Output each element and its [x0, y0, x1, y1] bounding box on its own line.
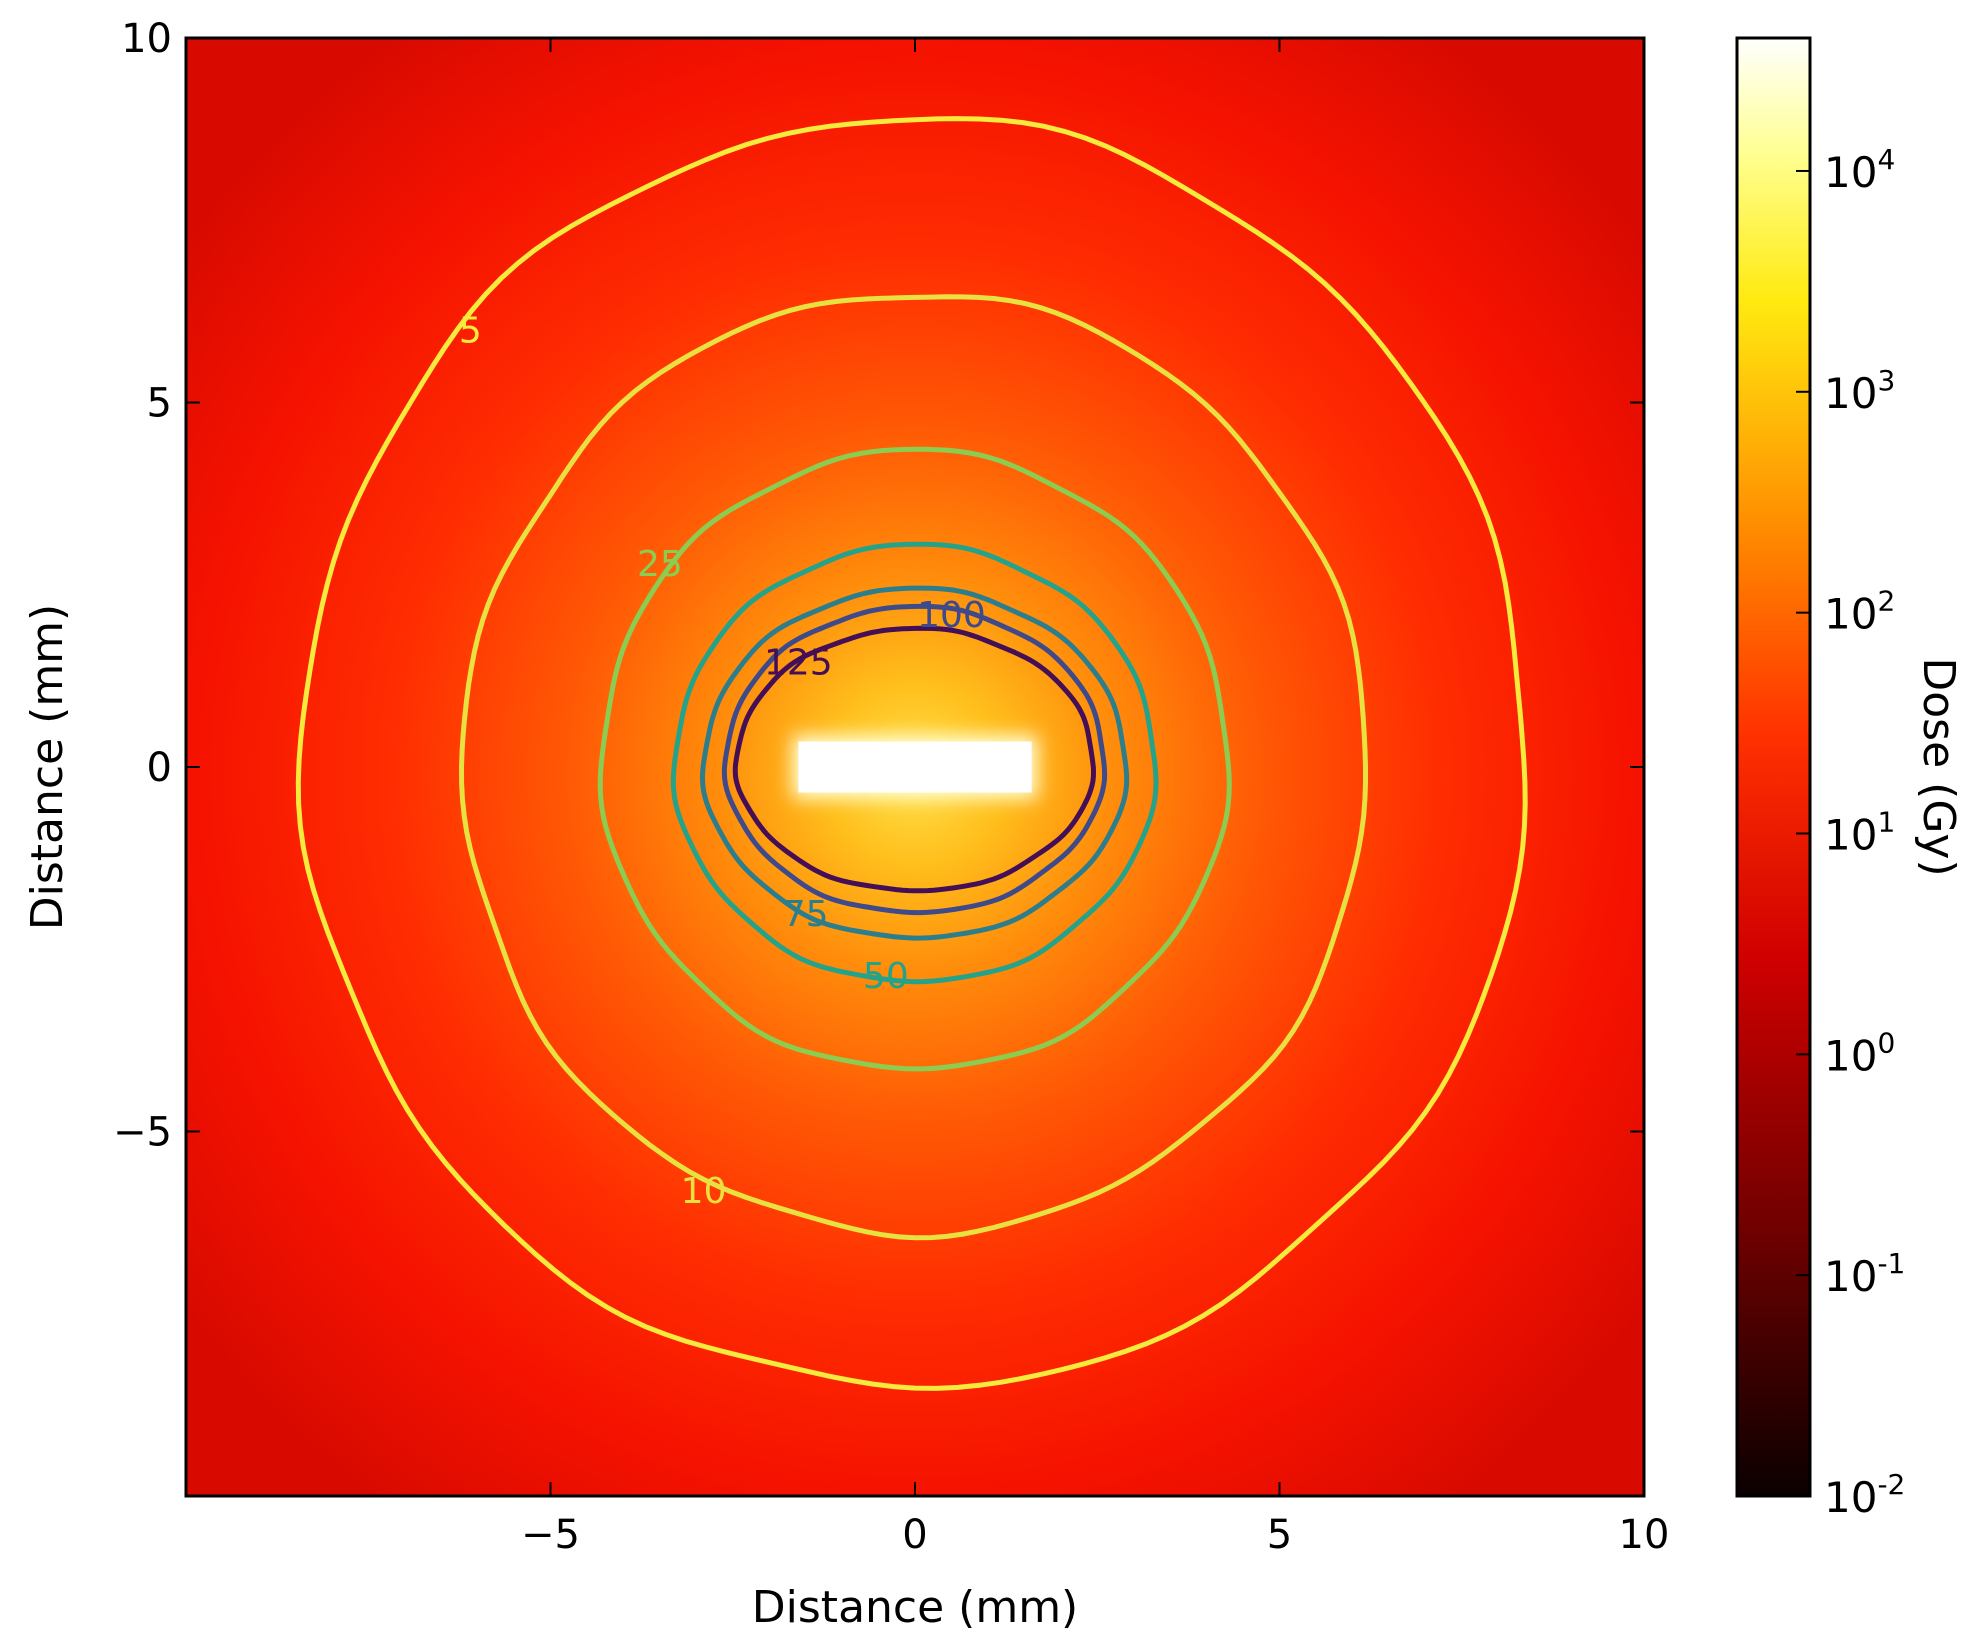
- y-axis-label: Distance (mm): [22, 604, 73, 930]
- contour-label-group-10: 10: [681, 1171, 727, 1212]
- contour-125: [732, 625, 1097, 894]
- colorbar-gradient: [1735, 36, 1812, 1498]
- contour-5: [295, 116, 1528, 1391]
- contour-50: [670, 541, 1159, 985]
- contour-75: [699, 585, 1130, 941]
- colorbar-tick-label: 101: [1824, 805, 1895, 859]
- colorbar-tick-label: 10-1: [1824, 1247, 1905, 1301]
- colorbar-tick-label: 10-2: [1824, 1468, 1905, 1522]
- y-tick-label: 10: [121, 16, 172, 62]
- contour-label-50: 50: [863, 956, 909, 997]
- contour-10: [458, 294, 1368, 1241]
- contour-label-group-125: 125: [764, 642, 833, 683]
- contour-label-10: 10: [681, 1171, 727, 1212]
- colorbar-tick-label: 104: [1824, 143, 1895, 197]
- colorbar-tick-label: 103: [1824, 364, 1895, 418]
- plot-area: 5 10 25 50 75 100 125: [186, 38, 1644, 1496]
- y-tick-label: 0: [147, 745, 172, 791]
- y-tick-label: −5: [113, 1110, 172, 1156]
- colorbar-tick-label: 102: [1824, 585, 1895, 639]
- contour-label-125: 125: [764, 642, 833, 683]
- colorbar-tick-label: 100: [1824, 1026, 1895, 1080]
- contour-label-25: 25: [637, 544, 683, 585]
- contour-label-5: 5: [459, 311, 482, 352]
- x-axis-label: Distance (mm): [752, 1582, 1078, 1633]
- source-layer: [792, 735, 1038, 799]
- colorbar-ticks: 10-2 10-1 100 101 102 103 104: [1796, 143, 1905, 1522]
- x-tick-label: 10: [1619, 1512, 1670, 1558]
- contour-label-group-5: 5: [459, 311, 482, 352]
- colorbar: 10-2 10-1 100 101 102 103 104 Dose (Gy): [1735, 36, 1964, 1522]
- source-rectangle: [798, 741, 1032, 793]
- contour-25: [597, 446, 1232, 1072]
- contour-label-group-25: 25: [637, 544, 683, 585]
- tick-layer: −5 0 5 10 −5 0 5 10: [113, 16, 1669, 1558]
- contour-label-100: 100: [917, 595, 986, 636]
- x-tick-label: 5: [1267, 1512, 1292, 1558]
- colorbar-label: Dose (Gy): [1913, 657, 1964, 876]
- contour-layer: 5 10 25 50 75 100 125: [295, 116, 1528, 1391]
- x-tick-label: −5: [521, 1512, 580, 1558]
- contour-label-75: 75: [783, 894, 829, 935]
- x-tick-label: 0: [902, 1512, 927, 1558]
- contour-label-group-50: 50: [863, 956, 909, 997]
- y-tick-label: 5: [147, 381, 172, 427]
- contour-label-group-100: 100: [917, 595, 986, 636]
- contour-label-group-75: 75: [783, 894, 829, 935]
- contour-100: [721, 603, 1108, 916]
